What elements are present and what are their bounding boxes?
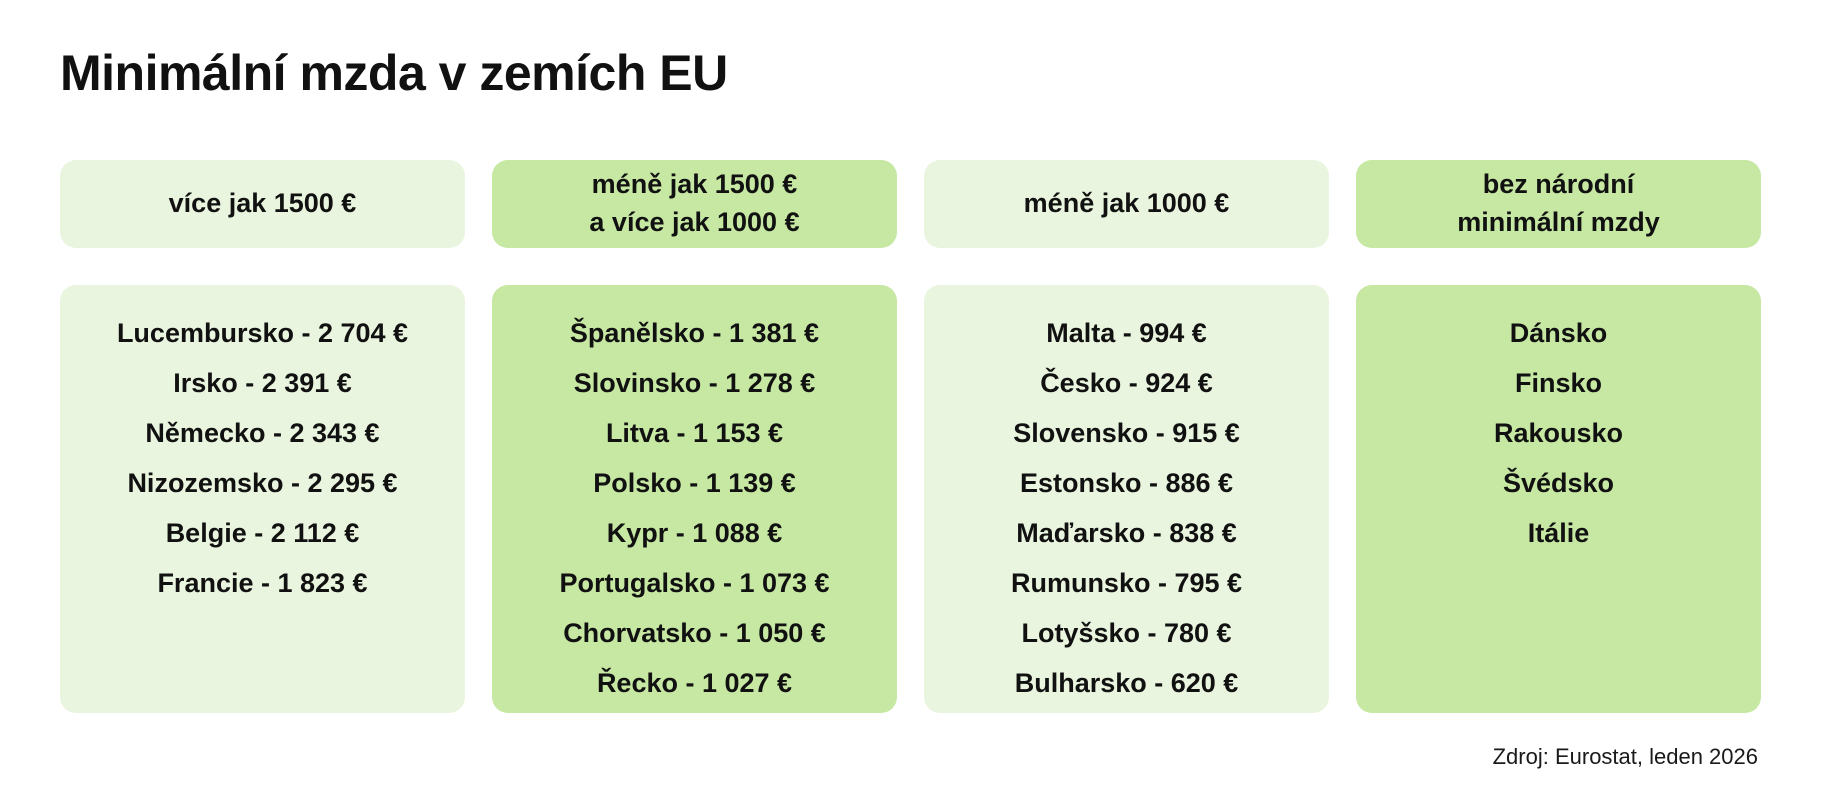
country-item: Finsko <box>1514 368 1602 398</box>
category-list-mene-1500-vice-1000: Španělsko - 1 381 € Slovinsko - 1 278 € Li… <box>492 285 897 713</box>
country-item: Kypr - 1 088 € <box>606 518 783 548</box>
country-item: Slovensko - 915 € <box>1013 418 1240 448</box>
country-item: Litva - 1 153 € <box>605 418 784 448</box>
category-header-bez-narodni-minimalni-mzdy: bez národní minimální mzdy <box>1356 160 1761 248</box>
category-list-bez-narodni-minimalni-mzdy: Dánsko Finsko Rakousko Švédsko Itálie <box>1356 285 1761 713</box>
country-item: Malta - 994 € <box>1046 318 1207 348</box>
country-item: Česko - 924 € <box>1040 368 1213 398</box>
country-item: Slovinsko - 1 278 € <box>573 368 816 398</box>
category-header-mene-jak-1000: méně jak 1000 € <box>924 160 1329 248</box>
country-item: Lotyšsko - 780 € <box>1021 618 1232 648</box>
country-item: Francie - 1 823 € <box>157 568 368 598</box>
country-item: Itálie <box>1527 518 1590 548</box>
country-item: Rakousko <box>1493 418 1624 448</box>
category-list-mene-jak-1000: Malta - 994 € Česko - 924 € Slovensko - 91… <box>924 285 1329 713</box>
country-item: Bulharsko - 620 € <box>1014 668 1239 698</box>
country-item: Lucembursko - 2 704 € <box>116 318 409 348</box>
country-item: Dánsko <box>1509 318 1608 348</box>
category-header-vice-jak-1500: více jak 1500 € <box>60 160 465 248</box>
country-item: Chorvatsko - 1 050 € <box>563 618 826 648</box>
country-item: Rumunsko - 795 € <box>1010 568 1243 598</box>
country-item: Belgie - 2 112 € <box>165 518 360 548</box>
country-item: Portugalsko - 1 073 € <box>559 568 830 598</box>
source-note: Zdroj: Eurostat, leden 2026 <box>1492 744 1758 769</box>
wage-category-grid: více jak 1500 € Lucembursko - 2 704 € Irsk… <box>60 160 1761 713</box>
page-title: Minimální mzda v zemích EU <box>60 45 728 101</box>
country-item: Nizozemsko - 2 295 € <box>127 468 398 498</box>
country-item: Estonsko - 886 € <box>1019 468 1234 498</box>
country-item: Irsko - 2 391 € <box>173 368 352 398</box>
country-item: Maďarsko - 838 € <box>1016 518 1237 548</box>
category-list-vice-jak-1500: Lucembursko - 2 704 € Irsko - 2 391 € Něme… <box>60 285 465 713</box>
country-item: Švédsko <box>1502 468 1615 498</box>
country-item: Řecko - 1 027 € <box>596 668 793 698</box>
country-item: Německo - 2 343 € <box>145 418 380 448</box>
country-item: Španělsko - 1 381 € <box>569 318 820 348</box>
country-item: Polsko - 1 139 € <box>593 468 796 498</box>
category-header-mene-1500-vice-1000: méně jak 1500 € a více jak 1000 € <box>492 160 897 248</box>
